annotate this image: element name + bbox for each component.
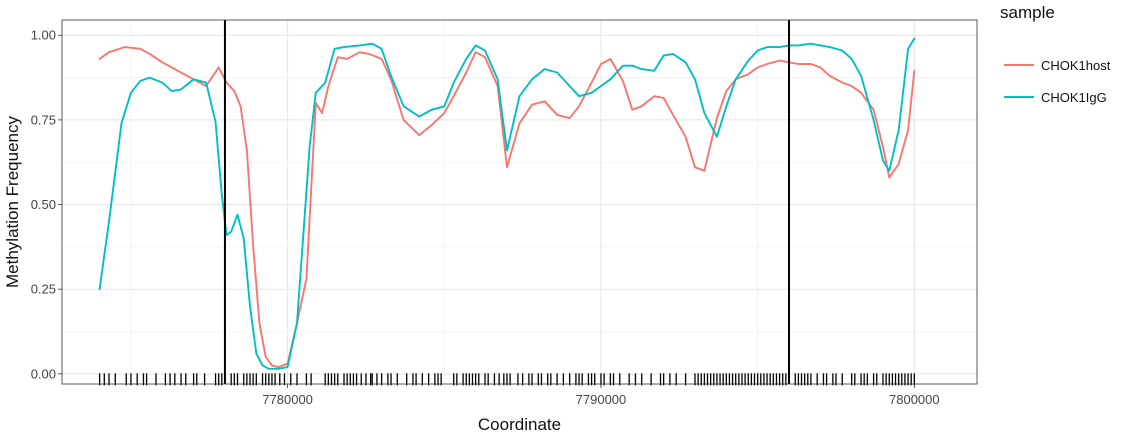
legend-label-chok1igg: CHOK1IgG bbox=[1041, 90, 1107, 105]
legend-title: sample bbox=[1000, 3, 1055, 22]
series-line-chok1igg bbox=[98, 37, 916, 370]
y-tick-label: 0.75 bbox=[31, 112, 56, 127]
y-tick-label: 1.00 bbox=[31, 28, 56, 43]
x-axis-ticks: 7780000 7790000 7800000 bbox=[262, 384, 940, 407]
x-tick-label: 7800000 bbox=[889, 392, 940, 407]
boundary-lines bbox=[223, 20, 790, 384]
x-tick-label: 7790000 bbox=[576, 392, 627, 407]
y-tick-label: 0.25 bbox=[31, 282, 56, 297]
coordinate-rug bbox=[98, 373, 915, 386]
y-axis-title: Methylation Frequency bbox=[3, 116, 22, 288]
legend-label-chok1host: CHOK1host bbox=[1041, 58, 1111, 73]
y-axis-ticks: 0.00 0.25 0.50 0.75 1.00 bbox=[31, 28, 62, 381]
grid-lines bbox=[62, 20, 977, 384]
x-tick-label: 7780000 bbox=[262, 392, 313, 407]
series-lines bbox=[98, 37, 916, 370]
legend: sample CHOK1host CHOK1IgG bbox=[1000, 3, 1111, 105]
x-axis-title: Coordinate bbox=[478, 415, 561, 433]
plot-border bbox=[61, 19, 978, 385]
y-tick-label: 0.00 bbox=[31, 366, 56, 381]
series-line-chok1host bbox=[98, 46, 916, 369]
y-tick-label: 0.50 bbox=[31, 197, 56, 212]
